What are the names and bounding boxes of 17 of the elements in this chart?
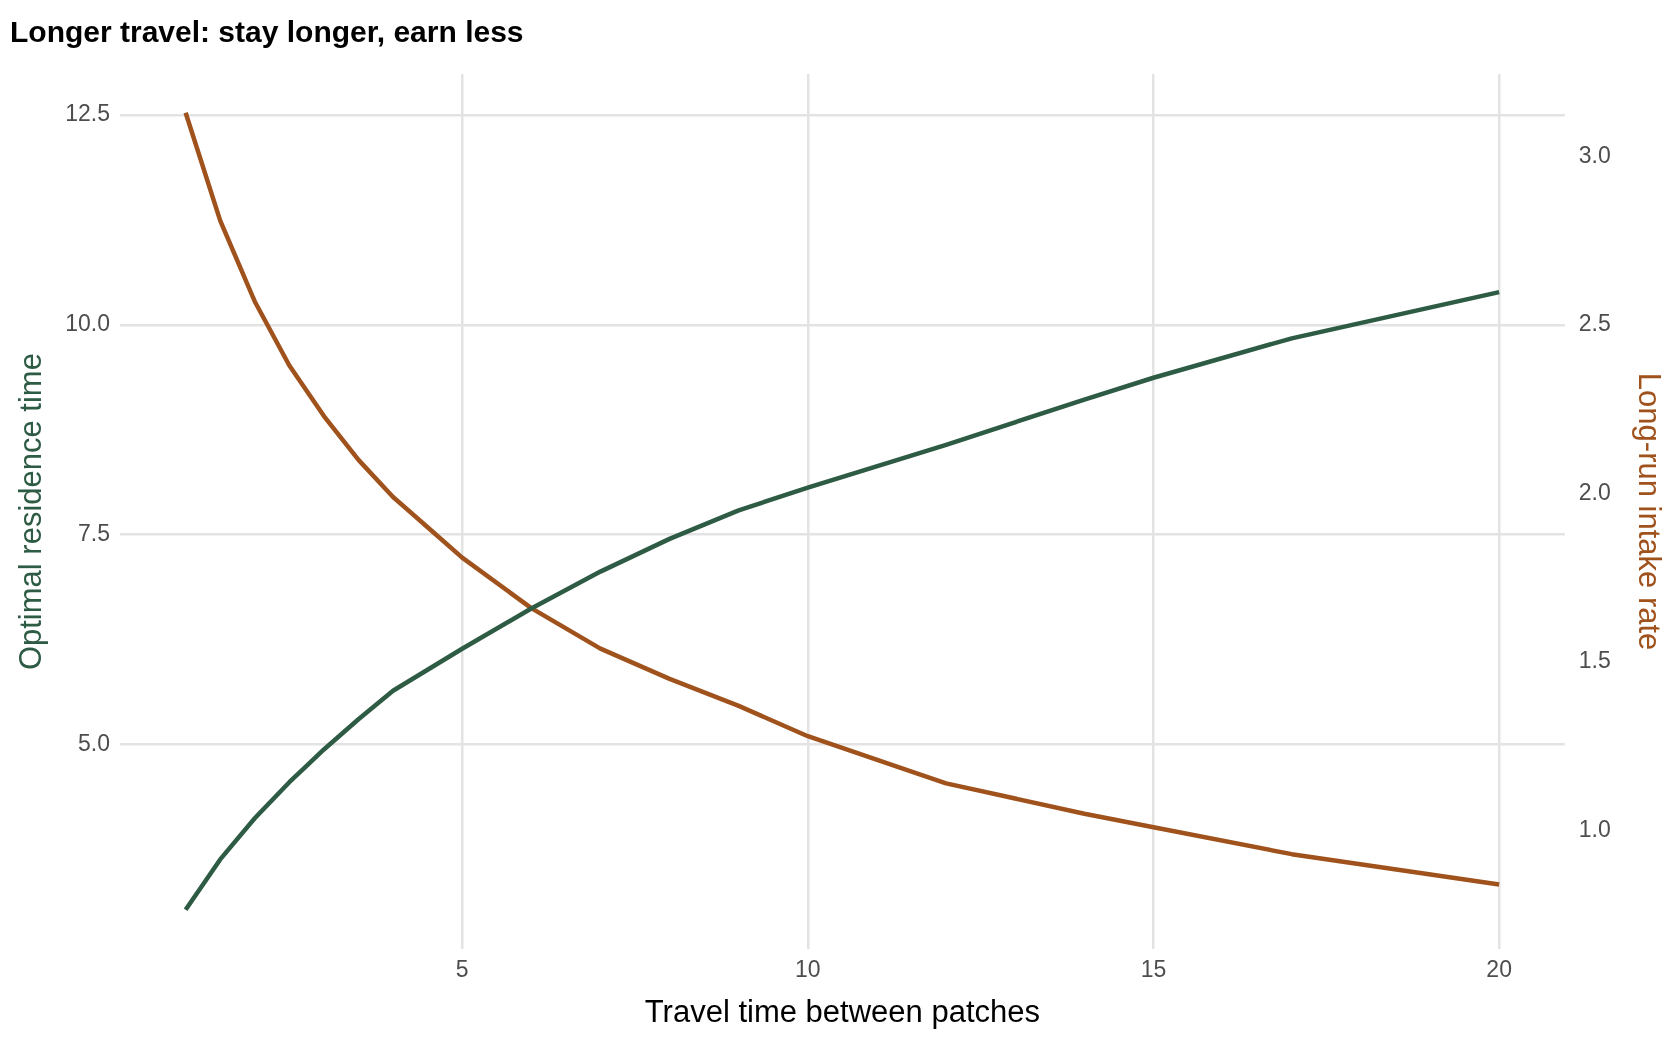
y-axis-title: Optimal residence time: [13, 353, 49, 671]
y2-tick-label: 2.0: [1578, 478, 1611, 505]
chart-title: Longer travel: stay longer, earn less: [10, 15, 524, 49]
y-tick-label: 5.0: [77, 729, 110, 756]
x-tick-label: 10: [795, 956, 821, 983]
y2-tick-label: 3.0: [1578, 141, 1611, 168]
x-tick-label: 20: [1486, 956, 1512, 983]
y-tick-label: 10.0: [65, 310, 110, 337]
y-tick-label: 12.5: [65, 100, 110, 127]
y2-tick-label: 1.5: [1578, 647, 1611, 674]
y-tick-label: 7.5: [77, 520, 110, 547]
y2-tick-label: 2.5: [1578, 310, 1611, 337]
y2-tick-label: 1.0: [1578, 815, 1611, 842]
y2-axis-title: Long-run intake rate: [1631, 372, 1667, 651]
x-tick-label: 5: [455, 956, 469, 983]
x-tick-label: 15: [1140, 956, 1167, 983]
x-axis-title: Travel time between patches: [644, 993, 1040, 1029]
